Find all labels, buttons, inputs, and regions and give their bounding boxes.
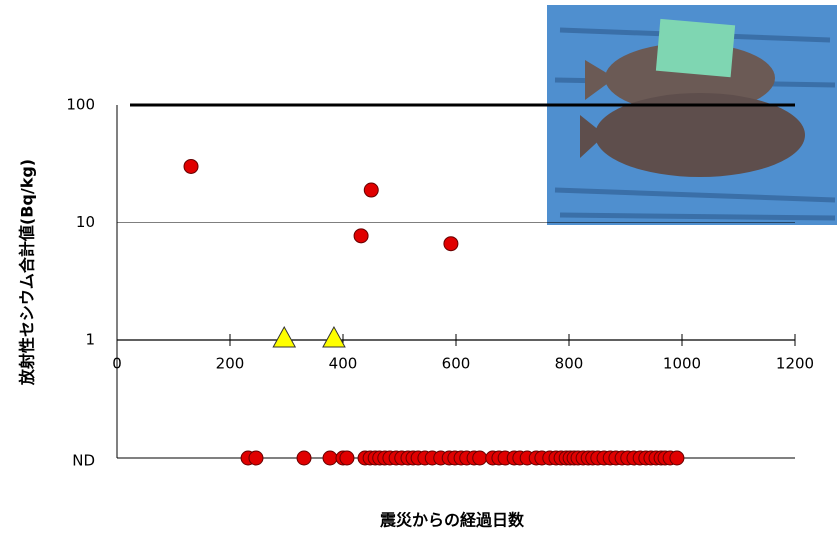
triangle-point — [322, 325, 346, 348]
x-tick-label: 400 — [329, 355, 358, 373]
x-tick-label: 800 — [555, 355, 584, 373]
circle-point — [472, 450, 488, 466]
triangle-point — [272, 325, 297, 348]
nd-label: ND — [72, 452, 95, 470]
circle-point — [183, 158, 199, 174]
x-tick-label: 200 — [216, 355, 245, 373]
y-tick-label: 10 — [76, 213, 95, 231]
photo — [547, 5, 837, 225]
x-axis-label: 震災からの経過日数 — [379, 511, 525, 530]
x-tick-label: 600 — [442, 355, 471, 373]
y-axis-label: 放射性セシウム合計値(Bq/kg) — [18, 159, 37, 386]
y-tick-label: 1 — [85, 331, 95, 349]
x-tick-label: 1200 — [776, 355, 814, 373]
circle-point — [443, 236, 459, 252]
x-tick-label: 0 — [112, 355, 122, 373]
circle-point — [339, 450, 355, 466]
circle-point — [353, 228, 369, 244]
y-tick-label: 100 — [66, 96, 95, 114]
x-tick-label: 1000 — [663, 355, 701, 373]
circle-point — [248, 450, 264, 466]
circle-point — [363, 182, 379, 198]
circle-point — [322, 450, 338, 466]
circle-point — [296, 450, 312, 466]
circle-point — [669, 450, 685, 466]
